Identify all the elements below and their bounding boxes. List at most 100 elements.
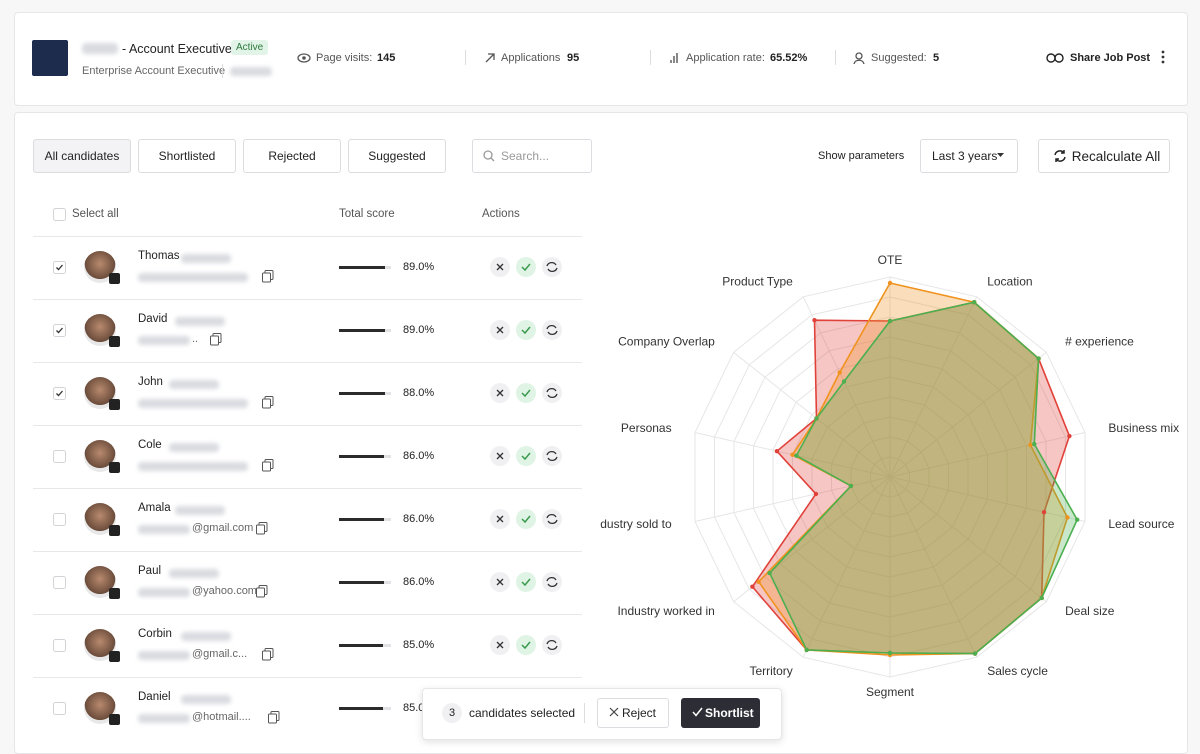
radar-point bbox=[837, 370, 842, 375]
score-bar bbox=[339, 581, 384, 584]
shortlist-action[interactable] bbox=[516, 320, 536, 340]
blurred-email bbox=[138, 399, 248, 408]
select-all[interactable]: Select all bbox=[72, 208, 119, 220]
tab[interactable]: Rejected bbox=[243, 139, 341, 173]
checkbox bbox=[53, 639, 66, 652]
copy-icon bbox=[256, 585, 268, 598]
grid-spoke bbox=[889, 296, 978, 478]
score-text: 86.0% bbox=[403, 576, 435, 588]
reject-action[interactable] bbox=[490, 257, 510, 277]
period-label: Last 3 years bbox=[932, 149, 998, 163]
stat-label: Page visits: bbox=[316, 52, 373, 64]
blurred-name bbox=[169, 569, 219, 578]
radar-point bbox=[774, 448, 780, 454]
candidate-name: Thomas bbox=[138, 250, 180, 262]
radar-point bbox=[767, 570, 772, 576]
reject-button[interactable] bbox=[597, 698, 669, 728]
radar-point bbox=[1028, 442, 1033, 448]
grid-spoke bbox=[889, 476, 978, 658]
candidate-email: @yahoo.com bbox=[192, 585, 257, 597]
copy-icon bbox=[210, 333, 222, 346]
shortlist-action[interactable] bbox=[516, 509, 536, 529]
score-text: 89.0% bbox=[403, 261, 435, 273]
radar-point bbox=[887, 318, 893, 324]
copy-icon bbox=[262, 648, 274, 661]
grid-spoke bbox=[889, 476, 1086, 522]
axis-label: Product Type bbox=[722, 275, 793, 289]
radar-point bbox=[794, 453, 799, 458]
radar-point bbox=[887, 280, 893, 286]
reject-action[interactable] bbox=[490, 509, 510, 529]
stat-value: 5 bbox=[933, 52, 940, 64]
score-text: 86.0% bbox=[403, 513, 435, 525]
axis-label: Deal size bbox=[1065, 604, 1115, 618]
tab[interactable]: Shortlisted bbox=[138, 139, 236, 173]
recalc-action[interactable] bbox=[542, 383, 562, 403]
axis-label: Business mix bbox=[1108, 421, 1179, 435]
recalc-action[interactable] bbox=[542, 257, 562, 277]
score-bar bbox=[339, 707, 384, 710]
reject-action[interactable] bbox=[490, 572, 510, 592]
check-icon bbox=[692, 707, 703, 717]
show-parameters[interactable]: Show parameters bbox=[818, 150, 905, 162]
copy-icon bbox=[262, 270, 274, 283]
recalculate-button[interactable]: Recalculate All bbox=[1038, 139, 1170, 173]
row-divider bbox=[33, 614, 582, 615]
recalc-action[interactable] bbox=[542, 572, 562, 592]
period-dropdown[interactable]: Last 3 years bbox=[920, 139, 1018, 173]
recalc-action[interactable] bbox=[542, 320, 562, 340]
axis-label: Personas bbox=[621, 421, 672, 435]
axis-label: Company Overlap bbox=[618, 334, 715, 348]
shortlist-action[interactable] bbox=[516, 257, 536, 277]
score-bar bbox=[339, 329, 386, 332]
radar-point bbox=[813, 491, 819, 497]
candidate-email: @gmail.com bbox=[192, 522, 254, 534]
shortlist-action[interactable] bbox=[516, 446, 536, 466]
divider bbox=[465, 50, 466, 65]
shortlist-action[interactable] bbox=[516, 635, 536, 655]
reject-label[interactable]: Reject bbox=[622, 706, 657, 720]
blurred-name bbox=[181, 695, 231, 704]
axis-label: Segment bbox=[866, 685, 915, 699]
blurred-name bbox=[181, 632, 231, 641]
axis-label: Industry sold to bbox=[600, 517, 672, 531]
score-text: 85.0 bbox=[403, 702, 425, 714]
status-badge: Active bbox=[231, 40, 269, 55]
shortlist-label[interactable]: Shortlist bbox=[705, 706, 754, 720]
blurred-email bbox=[138, 525, 190, 534]
checkbox bbox=[53, 576, 66, 589]
recalc-action[interactable] bbox=[542, 509, 562, 529]
reject-action[interactable] bbox=[490, 320, 510, 340]
tab[interactable]: All candidates bbox=[33, 139, 131, 173]
candidate-email: @hotmail.... bbox=[192, 711, 251, 723]
score-bar bbox=[339, 455, 384, 458]
recalc-action[interactable] bbox=[542, 446, 562, 466]
grid-spoke bbox=[733, 351, 891, 478]
reject-action[interactable] bbox=[490, 446, 510, 466]
job-subtitle: Enterprise Account Executive bbox=[82, 65, 226, 77]
copy-icon bbox=[268, 711, 280, 724]
divider bbox=[584, 703, 585, 723]
shortlist-action[interactable] bbox=[516, 572, 536, 592]
share-button[interactable]: Share Job Post bbox=[1070, 52, 1151, 64]
stat-value: 65.52% bbox=[770, 52, 808, 64]
recalc-action[interactable] bbox=[542, 635, 562, 655]
tab[interactable]: Suggested bbox=[348, 139, 446, 173]
stat-icon bbox=[297, 53, 311, 63]
checkbox bbox=[53, 387, 66, 400]
reject-action[interactable] bbox=[490, 635, 510, 655]
reject-action[interactable] bbox=[490, 383, 510, 403]
candidate-name: Daniel bbox=[138, 691, 171, 703]
blurred-email bbox=[138, 651, 190, 660]
checkbox bbox=[53, 208, 66, 221]
x-icon bbox=[609, 707, 619, 717]
score-bar bbox=[339, 518, 384, 521]
grid-spoke bbox=[694, 476, 891, 522]
linkedin-badge bbox=[109, 651, 120, 662]
axis-label: OTE bbox=[878, 253, 903, 267]
radar-point bbox=[1032, 441, 1037, 447]
linkedin-badge bbox=[109, 399, 120, 410]
radar-point bbox=[804, 647, 809, 653]
linkedin-badge bbox=[109, 714, 120, 725]
shortlist-action[interactable] bbox=[516, 383, 536, 403]
